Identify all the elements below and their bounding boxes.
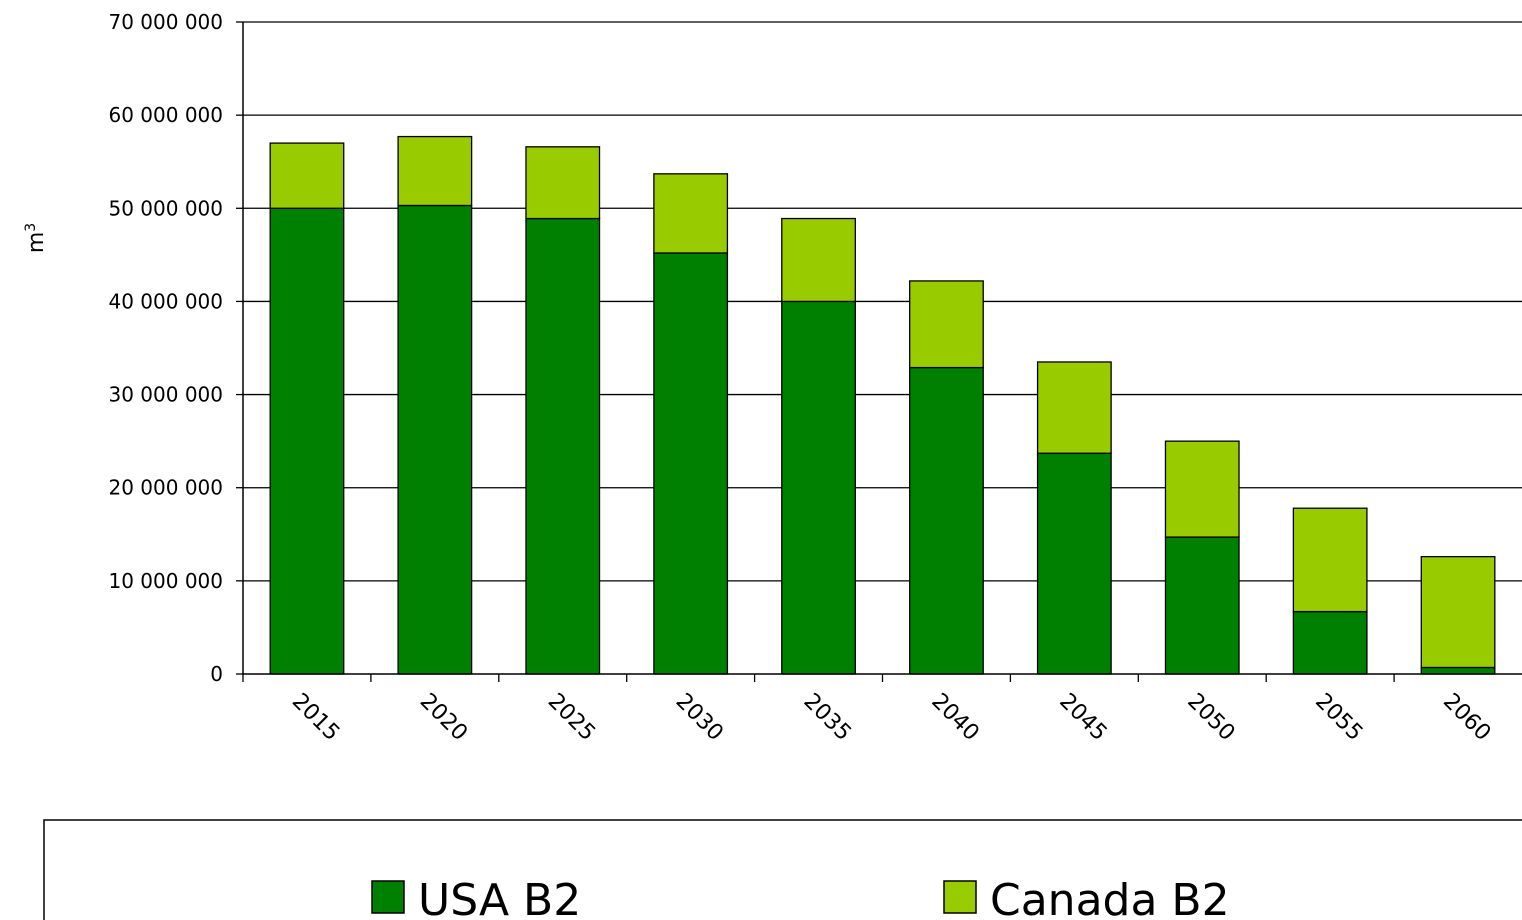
y-tick-label: 70 000 000 xyxy=(108,10,223,34)
legend-label: Canada B2 xyxy=(990,875,1230,920)
bar-usa-b2-2045 xyxy=(1038,453,1112,674)
legend-swatch xyxy=(944,881,976,913)
x-tick-label: 2055 xyxy=(1310,689,1367,746)
bar-usa-b2-2050 xyxy=(1165,537,1239,674)
legend-swatch xyxy=(372,881,404,913)
x-tick-label: 2025 xyxy=(543,689,600,746)
x-tick-label: 2015 xyxy=(287,689,344,746)
y-tick-label: 0 xyxy=(210,662,223,686)
bar-canada-b2-2040 xyxy=(910,281,984,368)
bar-usa-b2-2055 xyxy=(1293,612,1367,674)
bar-canada-b2-2015 xyxy=(270,143,344,208)
legend-box xyxy=(44,820,1522,920)
bar-usa-b2-2015 xyxy=(270,208,344,674)
bar-canada-b2-2025 xyxy=(526,147,600,219)
x-tick-label: 2035 xyxy=(799,689,856,746)
y-tick-label: 20 000 000 xyxy=(108,476,223,500)
bar-canada-b2-2030 xyxy=(654,174,728,253)
y-tick-label: 40 000 000 xyxy=(108,289,223,313)
x-tick-label: 2020 xyxy=(415,689,472,746)
legend: USA B2 Canada B2 xyxy=(44,820,1522,920)
bar-usa-b2-2060 xyxy=(1421,667,1495,674)
bar-canada-b2-2045 xyxy=(1038,362,1112,453)
bar-usa-b2-2030 xyxy=(654,253,728,674)
bar-usa-b2-2025 xyxy=(526,219,600,674)
y-axis-label: m3 xyxy=(23,223,49,253)
y-tick-label: 50 000 000 xyxy=(108,196,223,220)
legend-label: USA B2 xyxy=(418,875,581,920)
bar-usa-b2-2035 xyxy=(782,301,856,674)
bar-canada-b2-2035 xyxy=(782,219,856,302)
bar-canada-b2-2020 xyxy=(398,137,472,206)
x-tick-label: 2060 xyxy=(1438,689,1495,746)
x-tick-label: 2030 xyxy=(671,689,728,746)
x-tick-label: 2040 xyxy=(926,689,983,746)
y-tick-label: 30 000 000 xyxy=(108,383,223,407)
bar-canada-b2-2050 xyxy=(1165,441,1239,537)
bar-usa-b2-2040 xyxy=(910,368,984,674)
bar-canada-b2-2055 xyxy=(1293,508,1367,611)
y-tick-label: 10 000 000 xyxy=(108,569,223,593)
x-tick-labels: 2015 2020 2025 2030 2035 2040 2045 2050 2055 2060 xyxy=(287,689,1495,746)
bar-canada-b2-2060 xyxy=(1421,557,1495,668)
y-tick-label: 60 000 000 xyxy=(108,103,223,127)
y-tick-labels: 0 10 000 000 20 000 000 30 000 000 40 000 00… xyxy=(108,10,223,686)
x-tick-label: 2045 xyxy=(1054,689,1111,746)
bar-usa-b2-2020 xyxy=(398,205,472,674)
bars xyxy=(270,137,1495,674)
x-tick-label: 2050 xyxy=(1182,689,1239,746)
